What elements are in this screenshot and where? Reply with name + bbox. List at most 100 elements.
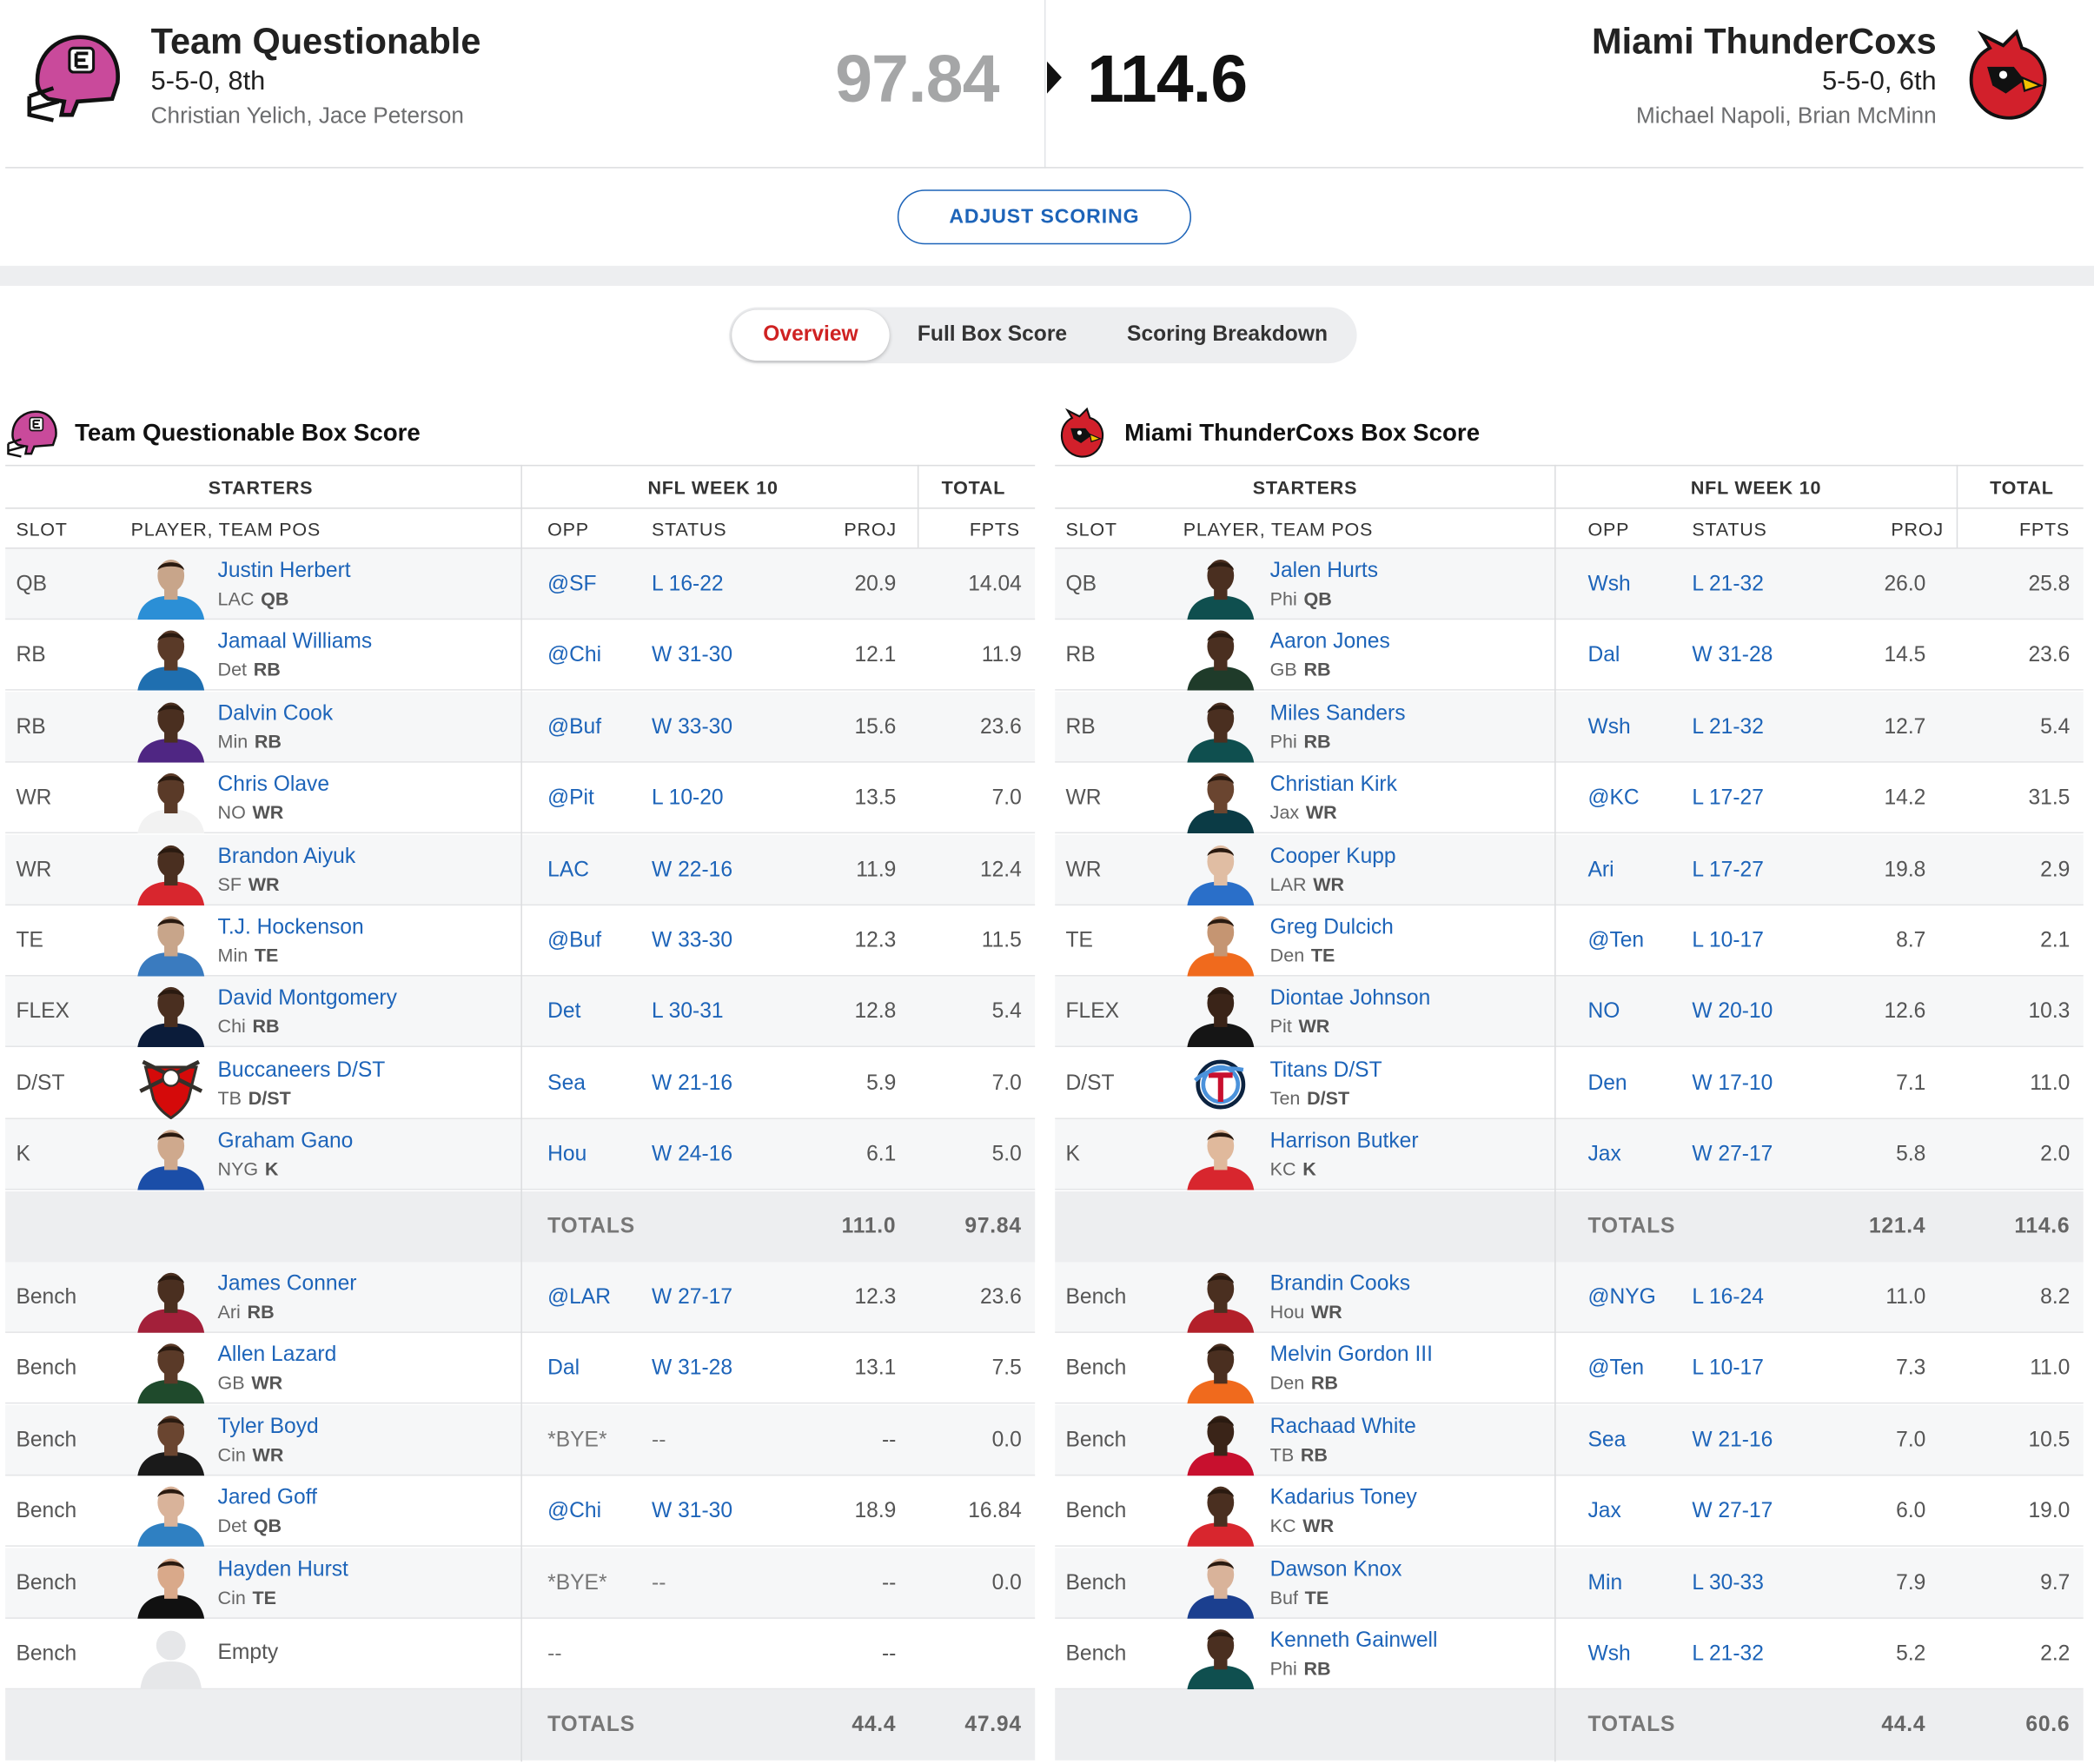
player-team-pos: Det QB [218,1515,282,1536]
player-name-link[interactable]: Justin Herbert [217,560,351,583]
player-name-link[interactable]: Brandin Cooks [1269,1272,1410,1296]
player-name-link[interactable]: Harrison Butker [1269,1130,1419,1153]
opponent-link[interactable]: Jax [1587,1143,1621,1167]
opponent-link[interactable]: @Pit [547,786,594,810]
player-name-link[interactable]: Kenneth Gainwell [1269,1629,1438,1653]
proj-header: PROJ [1891,518,1944,540]
opponent-link[interactable]: Den [1587,1071,1627,1096]
opponent-link[interactable]: @Buf [547,929,602,952]
player-name-link[interactable]: Titans D/ST [1269,1058,1382,1082]
player-name-link[interactable]: Brandon Aiyuk [217,845,356,868]
projected-points: 12.3 [854,929,897,952]
player-name-link[interactable]: Greg Dulcich [1269,916,1394,939]
opponent-link[interactable]: Jax [1587,1500,1621,1523]
game-status-link[interactable]: L 17-27 [1692,858,1764,881]
game-status-link[interactable]: W 27-17 [652,1286,732,1310]
game-status-link[interactable]: L 30-33 [1692,1571,1764,1595]
opponent-link[interactable]: Ari [1587,858,1614,881]
player-name-link[interactable]: Dalvin Cook [217,702,334,726]
game-status-link[interactable]: L 10-20 [652,786,724,810]
opponent-link[interactable]: Dal [1587,644,1620,667]
opponent-link[interactable]: Dal [547,1357,580,1381]
opponent-link[interactable]: Wsh [1587,573,1631,596]
opponent-link[interactable]: @SF [547,573,597,596]
game-status-link[interactable]: L 21-32 [1692,1642,1764,1666]
opponent-link[interactable]: NO [1587,1000,1620,1024]
player-name-link[interactable]: Tyler Boyd [217,1415,319,1439]
projected-points: 26.0 [1884,573,1926,596]
opponent-link[interactable]: Hou [547,1143,587,1167]
slot-header: SLOT [1065,518,1117,540]
opponent-link[interactable]: Wsh [1587,1642,1631,1666]
player-name-link[interactable]: Hayden Hurst [217,1558,348,1582]
game-status-link[interactable]: L 16-22 [652,573,724,596]
player-name-link[interactable]: Jalen Hurts [1269,560,1379,583]
away-team-name[interactable]: Team Questionable [150,21,481,62]
opponent-link[interactable]: Det [547,1000,581,1024]
game-status-link[interactable]: L 21-32 [1692,573,1764,596]
game-status-link[interactable]: W 31-28 [1692,644,1773,667]
game-status-link[interactable]: W 31-28 [652,1357,732,1381]
opponent-link[interactable]: Wsh [1587,715,1631,739]
slot-label: RB [16,715,46,739]
totals-fpts: 60.6 [2025,1714,2071,1737]
player-name-link[interactable]: Jamaal Williams [217,631,373,654]
tab-scoring-breakdown[interactable]: Scoring Breakdown [1127,322,1328,347]
player-name-link[interactable]: Aaron Jones [1269,631,1390,654]
player-position: QB [1303,587,1332,609]
game-status-link[interactable]: L 10-17 [1692,929,1764,952]
opponent-link[interactable]: @Chi [547,644,602,667]
player-photo [135,1336,207,1404]
player-name-link[interactable]: Diontae Johnson [1269,987,1431,1011]
game-status-link[interactable]: W 21-16 [652,1071,732,1096]
tab-full-box-score[interactable]: Full Box Score [917,322,1068,347]
opponent-link[interactable]: @NYG [1587,1286,1656,1310]
cardinal-logo-icon [1969,29,2047,120]
game-status-link[interactable]: W 31-30 [652,644,732,667]
player-name-link[interactable]: David Montgomery [217,987,397,1011]
game-status-link[interactable]: W 24-16 [652,1143,732,1167]
home-team-name[interactable]: Miami ThunderCoxs [1592,21,1937,62]
opponent-link[interactable]: @Buf [547,715,602,739]
opponent-link[interactable]: Min [1587,1571,1623,1595]
player-name-link[interactable]: Jared Goff [217,1486,317,1510]
game-status-link[interactable]: W 31-30 [652,1500,732,1523]
game-status-link[interactable]: W 22-16 [652,858,732,881]
player-name-link[interactable]: Chris Olave [217,773,329,797]
player-name-link[interactable]: Melvin Gordon III [1269,1343,1433,1367]
player-name-link[interactable]: Rachaad White [1269,1415,1416,1439]
opponent-link[interactable]: @KC [1587,786,1640,810]
player-name-link[interactable]: Graham Gano [217,1130,354,1153]
totals-projected: 121.4 [1868,1215,1926,1238]
opponent-link[interactable]: @Ten [1587,1357,1645,1381]
game-status-link[interactable]: L 30-31 [652,1000,724,1024]
opponent-link[interactable]: @Ten [1587,929,1645,952]
game-status-link[interactable]: L 17-27 [1692,786,1764,810]
adjust-scoring-button[interactable]: ADJUST SCORING [897,189,1192,245]
opponent-link[interactable]: Sea [547,1071,586,1096]
opponent-link[interactable]: @Chi [547,1500,602,1523]
game-status-link[interactable]: L 16-24 [1692,1286,1764,1310]
game-status-link[interactable]: L 10-17 [1692,1357,1764,1381]
game-status-link[interactable]: W 17-10 [1692,1071,1773,1096]
player-name-link[interactable]: Allen Lazard [217,1343,337,1367]
game-status-link[interactable]: W 27-17 [1692,1500,1773,1523]
player-name-link[interactable]: James Conner [217,1272,357,1296]
game-status-link[interactable]: W 33-30 [652,929,732,952]
player-name-link[interactable]: T.J. Hockenson [217,916,364,939]
player-name-link[interactable]: Kadarius Toney [1269,1486,1417,1510]
game-status-link[interactable]: W 33-30 [652,715,732,739]
opponent-link[interactable]: LAC [547,858,590,881]
player-name-link[interactable]: Christian Kirk [1269,773,1397,797]
game-status-link[interactable]: W 21-16 [1692,1429,1773,1452]
tab-overview[interactable]: Overview [732,309,890,361]
opponent-link[interactable]: @LAR [547,1286,611,1310]
player-name-link[interactable]: Dawson Knox [1269,1558,1402,1582]
game-status-link[interactable]: W 27-17 [1692,1143,1773,1167]
game-status-link[interactable]: L 21-32 [1692,715,1764,739]
game-status-link[interactable]: W 20-10 [1692,1000,1773,1024]
player-name-link[interactable]: Miles Sanders [1269,702,1406,726]
player-name-link[interactable]: Buccaneers D/ST [217,1058,386,1082]
player-name-link[interactable]: Cooper Kupp [1269,845,1396,868]
opponent-link[interactable]: Sea [1587,1429,1627,1452]
